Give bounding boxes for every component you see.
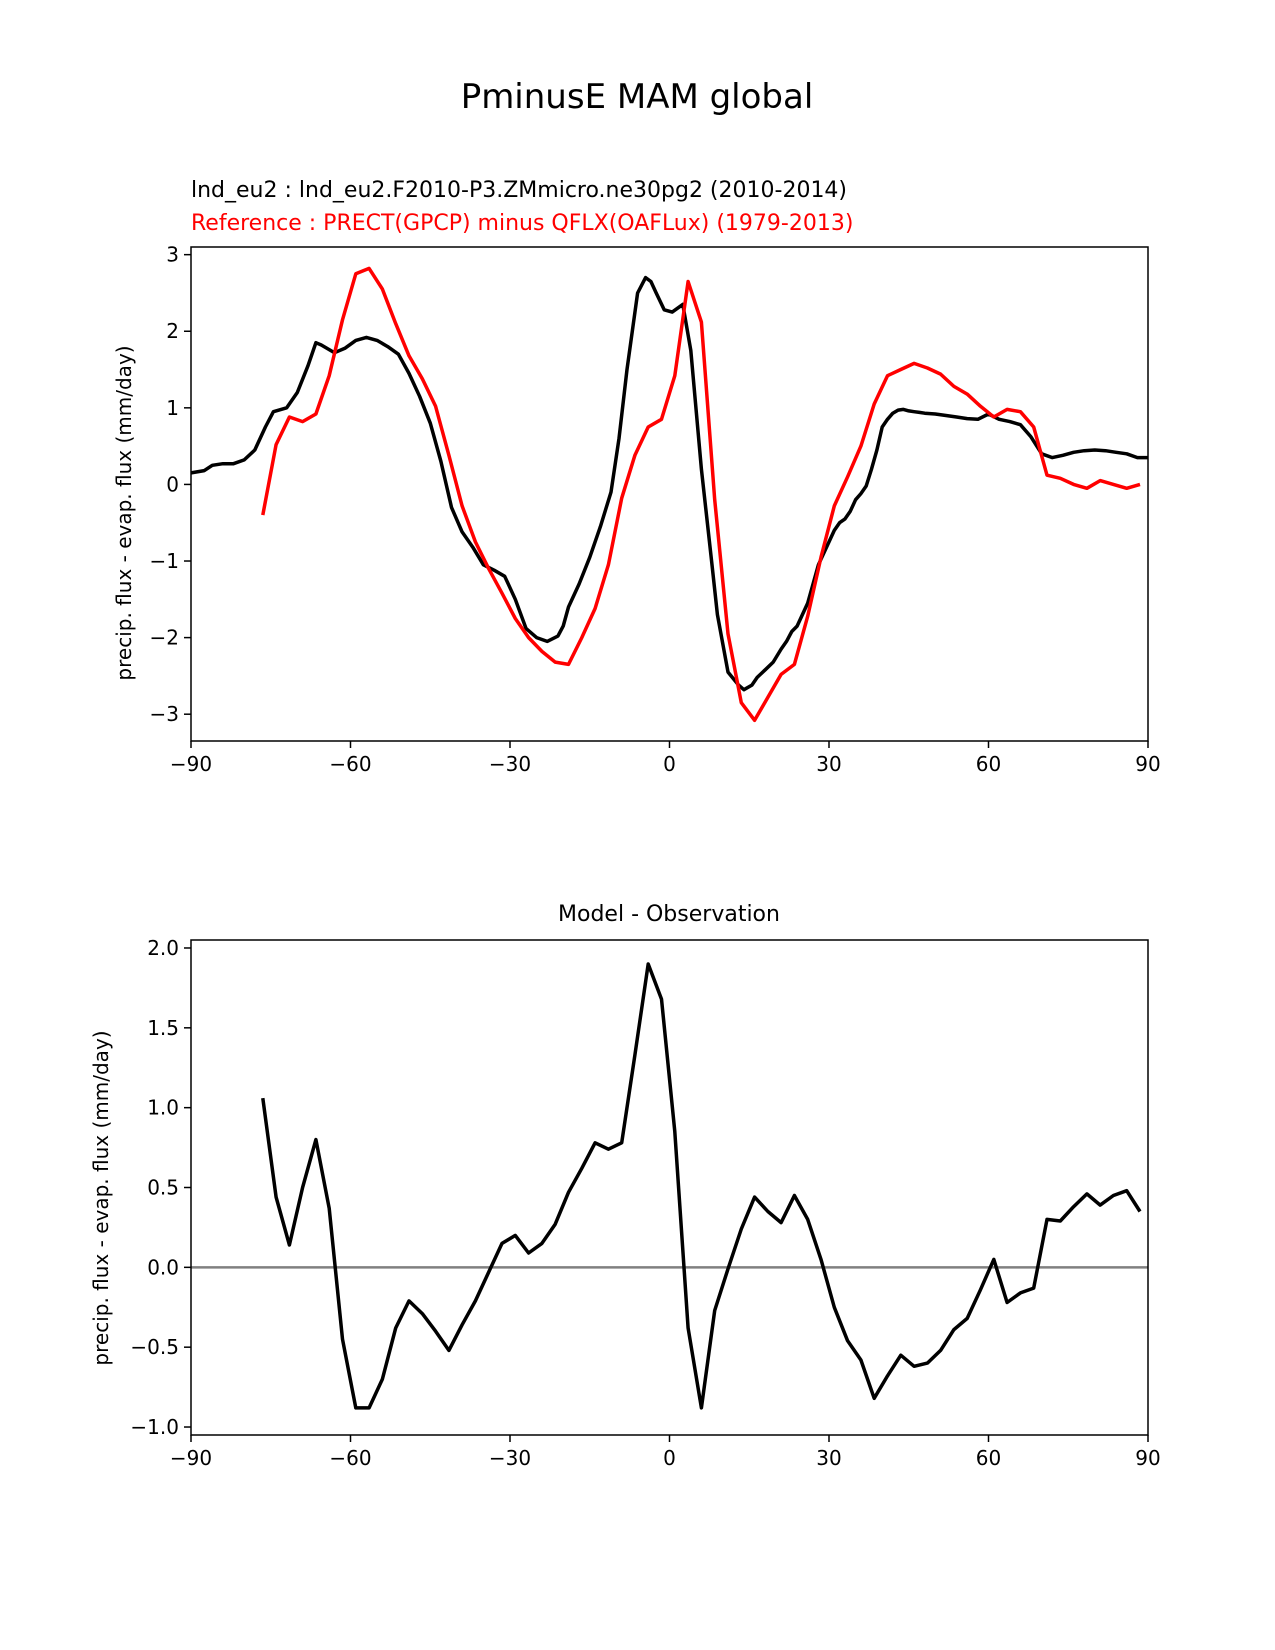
y-tick-label: −2 <box>150 626 179 650</box>
y-tick-label: 1 <box>166 396 179 420</box>
x-tick-label: −90 <box>170 752 212 776</box>
y-tick-label: −1 <box>150 549 179 573</box>
bottom-panel: Model - Observation precip. flux - evap.… <box>89 902 1161 1470</box>
x-tick-label: 0 <box>663 1446 676 1470</box>
series-line-reference <box>261 266 1141 723</box>
x-tick-label: 60 <box>976 752 1001 776</box>
x-tick-label: −60 <box>329 1446 371 1470</box>
top-plot-area: −90 −60 −30 0 30 60 90 −3 −2 −1 0 1 2 3 <box>150 243 1161 776</box>
bottom-title: Model - Observation <box>558 902 780 927</box>
top-title-reference: Reference : PRECT(GPCP) minus QFLX(OAFLu… <box>191 211 853 236</box>
y-tick-label: 0.0 <box>147 1255 179 1279</box>
series-line-test <box>261 962 1142 1410</box>
x-tick-label: 90 <box>1135 1446 1160 1470</box>
y-tick-label: 2.0 <box>147 936 179 960</box>
bottom-y-axis-label: precip. flux - evap. flux (mm/day) <box>89 1030 113 1365</box>
x-tick-label: 60 <box>976 1446 1001 1470</box>
x-tick-label: −60 <box>329 752 371 776</box>
x-tick-label: −30 <box>489 752 531 776</box>
x-tick-label: 30 <box>816 752 841 776</box>
series-line-test <box>190 275 1148 692</box>
top-panel: lnd_eu2 : lnd_eu2.F2010-P3.ZMmicro.ne30p… <box>112 178 1161 776</box>
y-tick-label: 3 <box>166 243 179 267</box>
y-tick-label: −1.0 <box>130 1415 179 1439</box>
bottom-plot-area: −90 −60 −30 0 30 60 90 −1.0 −0.5 0.0 0.5 1.0 1.5 2.0 <box>130 936 1160 1470</box>
x-tick-label: 30 <box>816 1446 841 1470</box>
top-y-axis-label: precip. flux - evap. flux (mm/day) <box>112 345 136 680</box>
y-tick-label: 0 <box>166 472 179 496</box>
y-tick-label: 1.0 <box>147 1096 179 1120</box>
figure-title: PminusE MAM global <box>461 77 814 117</box>
top-title-test: lnd_eu2 : lnd_eu2.F2010-P3.ZMmicro.ne30p… <box>191 178 847 203</box>
x-tick-label: 0 <box>663 752 676 776</box>
x-tick-label: −30 <box>489 1446 531 1470</box>
y-tick-label: 1.5 <box>147 1016 179 1040</box>
y-tick-label: −0.5 <box>130 1335 179 1359</box>
y-tick-label: 2 <box>166 319 179 343</box>
y-tick-label: 0.5 <box>147 1176 179 1200</box>
y-tick-label: −3 <box>150 702 179 726</box>
x-tick-label: 90 <box>1135 752 1160 776</box>
x-tick-label: −90 <box>170 1446 212 1470</box>
